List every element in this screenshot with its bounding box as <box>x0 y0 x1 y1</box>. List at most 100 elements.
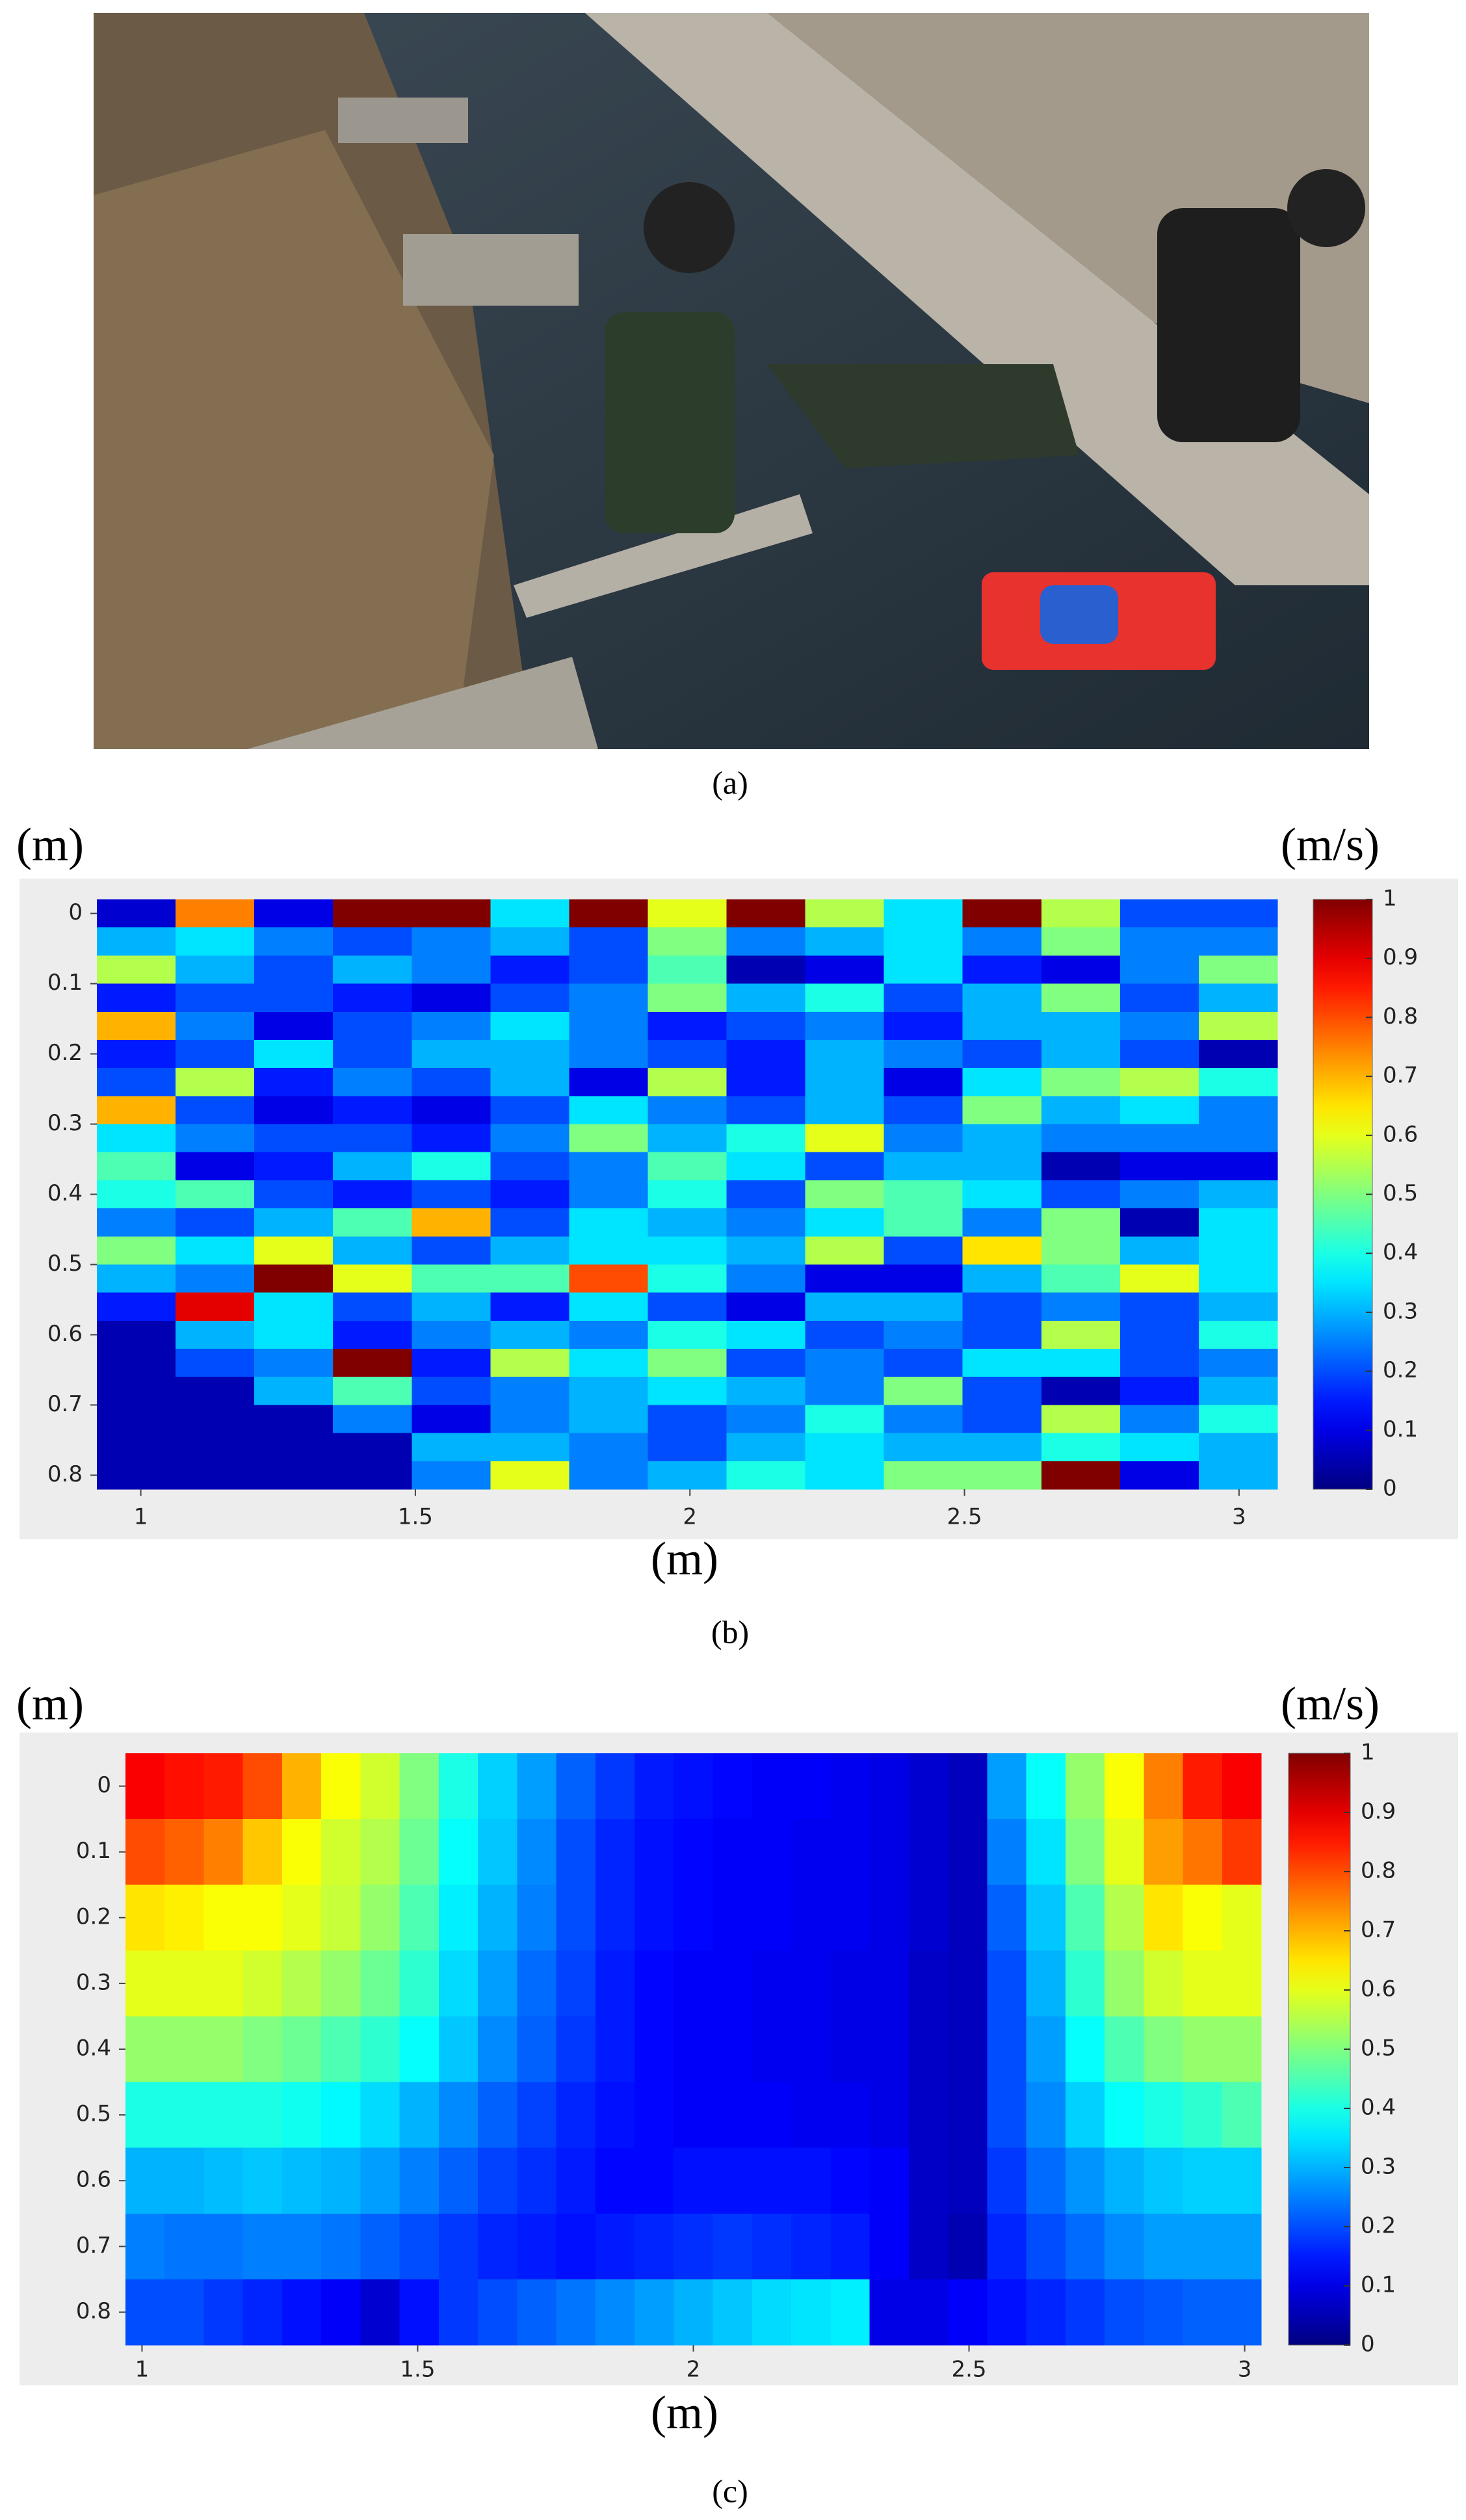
y-tick-label: 0.7 <box>76 2233 111 2259</box>
heat-cell <box>1119 1096 1199 1125</box>
heat-cell <box>281 1885 322 1951</box>
heat-cell <box>752 2082 792 2149</box>
heat-cell <box>125 1950 165 2017</box>
heat-cell <box>412 1124 491 1153</box>
colorbar-tick-label: 0.9 <box>1361 1799 1396 1825</box>
heat-cell <box>1041 1152 1121 1181</box>
heat-cell <box>412 983 491 1013</box>
heat-cell <box>125 1753 165 1820</box>
heat-cell <box>1144 2213 1184 2280</box>
heat-cell <box>242 2279 283 2346</box>
colorbar-label: (m/s) <box>1281 819 1380 871</box>
heat-cell <box>1144 2147 1184 2214</box>
heat-cell <box>635 2082 674 2149</box>
heat-cell <box>869 2016 910 2083</box>
heat-cell <box>635 2147 674 2214</box>
heat-cell <box>726 1377 806 1406</box>
heat-cell <box>321 2082 361 2149</box>
heat-cell <box>360 2279 400 2346</box>
colorbar <box>1288 1753 1351 2346</box>
colorbar-tick-label: 0.6 <box>1383 1121 1418 1147</box>
heat-cell <box>830 2279 870 2346</box>
heat-cell <box>726 1124 806 1153</box>
y-tick-label: 0 <box>97 1772 111 1798</box>
heat-cell <box>490 1236 569 1266</box>
x-tick-label: 2.5 <box>951 2357 986 2383</box>
heat-cell <box>517 1819 557 1885</box>
heat-cell <box>1041 1180 1121 1209</box>
heat-cell <box>281 1950 322 2017</box>
heat-cell <box>176 1349 255 1377</box>
heat-cell <box>412 1292 491 1321</box>
heat-cell <box>805 1433 885 1462</box>
heat-cell <box>962 1039 1042 1068</box>
heat-cell <box>1222 1819 1262 1885</box>
heat-cell <box>884 1208 963 1237</box>
x-tick-label: 3 <box>1232 1504 1246 1530</box>
heat-cell <box>869 1885 910 1951</box>
heat-cell <box>830 2213 870 2280</box>
heat-cell <box>412 1039 491 1068</box>
heat-cell <box>962 1096 1042 1125</box>
heat-cell <box>254 1377 334 1406</box>
heat-cell <box>203 2082 244 2149</box>
heat-cell <box>1119 1236 1199 1266</box>
heat-cell <box>125 2279 165 2346</box>
heat-cell <box>884 1320 963 1349</box>
heat-cell <box>412 1405 491 1434</box>
heat-cell <box>517 2147 557 2214</box>
heat-cell <box>569 927 649 956</box>
heat-cell <box>125 2016 165 2083</box>
heat-cell <box>569 1236 649 1266</box>
heat-cell <box>987 2213 1027 2280</box>
heat-cell <box>674 1753 714 1820</box>
heat-cell <box>805 1208 885 1237</box>
heat-cell <box>254 1236 334 1266</box>
heat-cell <box>97 1011 176 1041</box>
heat-cell <box>97 1349 176 1377</box>
heat-cell <box>805 1320 885 1349</box>
heat-cell <box>752 2147 792 2214</box>
heat-cell <box>726 1461 806 1490</box>
heat-cell <box>805 1292 885 1321</box>
heat-cell <box>1105 2279 1144 2346</box>
heat-cell <box>333 1320 412 1349</box>
heat-cell <box>830 1885 870 1951</box>
heat-cell <box>569 1011 649 1041</box>
heat-cell <box>1119 1264 1199 1293</box>
heat-cell <box>1222 1885 1262 1951</box>
heat-cell <box>254 899 334 928</box>
heat-cell <box>1119 1405 1199 1434</box>
heat-cell <box>569 1377 649 1406</box>
colorbar-tick-label: 0.1 <box>1383 1416 1418 1442</box>
caption: (b) <box>711 1613 749 1650</box>
heat-cell <box>791 2279 831 2346</box>
heat-cell <box>1026 2082 1066 2149</box>
heat-cell <box>490 1264 569 1293</box>
heat-cell <box>948 1950 988 2017</box>
heat-cell <box>97 1292 176 1321</box>
heat-cell <box>726 1152 806 1181</box>
heat-cell <box>281 2147 322 2214</box>
heat-cell <box>1198 1377 1278 1406</box>
heat-cell <box>1198 1405 1278 1434</box>
heat-cell <box>556 2016 596 2083</box>
heat-cell <box>884 1236 963 1266</box>
heat-cell <box>908 1819 949 1885</box>
heat-cell <box>1119 983 1199 1013</box>
heat-cell <box>97 955 176 985</box>
heat-cell <box>869 1819 910 1885</box>
heat-cell <box>884 899 963 928</box>
heat-cell <box>125 1819 165 1885</box>
heat-cell <box>805 1068 885 1096</box>
heat-cell <box>869 2082 910 2149</box>
heat-cell <box>1105 1950 1144 2017</box>
heat-cell <box>569 1208 649 1237</box>
heat-cell <box>254 1208 334 1237</box>
heat-cell <box>412 1096 491 1125</box>
heat-cell <box>1198 1124 1278 1153</box>
colorbar-tick-label: 0.8 <box>1383 1003 1418 1029</box>
colorbar <box>1313 899 1373 1490</box>
heat-cell <box>595 2279 635 2346</box>
heat-cell <box>884 1461 963 1490</box>
